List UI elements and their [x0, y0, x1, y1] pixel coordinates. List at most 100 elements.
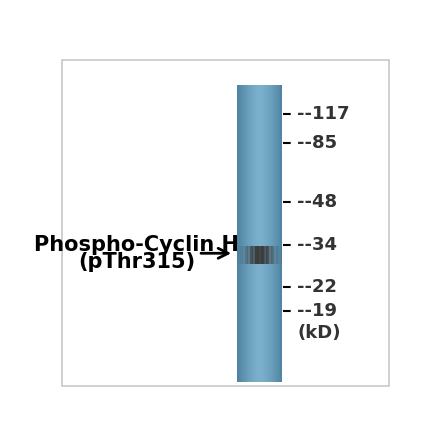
- Bar: [258, 85, 259, 382]
- Bar: [243, 246, 244, 264]
- Bar: [262, 246, 263, 264]
- Text: --19: --19: [297, 302, 337, 320]
- Bar: [268, 246, 269, 264]
- Text: (kD): (kD): [297, 324, 341, 342]
- Bar: [279, 246, 280, 264]
- Bar: [276, 85, 277, 382]
- Text: --48: --48: [297, 193, 337, 211]
- Bar: [254, 85, 255, 382]
- Bar: [260, 85, 261, 382]
- Bar: [259, 246, 260, 264]
- Bar: [261, 246, 262, 264]
- Bar: [263, 246, 264, 264]
- Bar: [246, 246, 247, 264]
- Bar: [258, 246, 260, 264]
- Bar: [255, 85, 256, 382]
- Bar: [266, 85, 267, 382]
- Bar: [264, 85, 265, 382]
- Bar: [238, 85, 239, 382]
- Text: (pThr315): (pThr315): [78, 252, 195, 272]
- Bar: [252, 246, 253, 264]
- Bar: [281, 246, 282, 264]
- Bar: [280, 85, 281, 382]
- Bar: [243, 246, 245, 264]
- Bar: [261, 85, 262, 382]
- Bar: [260, 246, 261, 264]
- Bar: [264, 246, 265, 264]
- Bar: [238, 246, 239, 264]
- Bar: [268, 85, 269, 382]
- Bar: [256, 85, 257, 382]
- Bar: [242, 246, 243, 264]
- Bar: [257, 246, 258, 264]
- Bar: [262, 246, 263, 264]
- Bar: [239, 246, 240, 264]
- Bar: [270, 85, 271, 382]
- Bar: [245, 246, 246, 264]
- Bar: [267, 246, 268, 264]
- Bar: [252, 85, 253, 382]
- Bar: [278, 85, 279, 382]
- Text: --22: --22: [297, 278, 337, 296]
- Bar: [281, 85, 282, 382]
- Bar: [270, 85, 271, 382]
- Bar: [277, 85, 278, 382]
- Bar: [244, 246, 245, 264]
- Bar: [279, 85, 280, 382]
- Bar: [245, 246, 246, 264]
- Bar: [267, 85, 268, 382]
- Bar: [245, 85, 246, 382]
- Bar: [258, 85, 259, 382]
- Bar: [257, 85, 258, 382]
- Bar: [276, 246, 277, 264]
- Bar: [255, 85, 256, 382]
- Bar: [240, 246, 241, 264]
- Bar: [281, 246, 282, 264]
- Bar: [253, 246, 254, 264]
- Bar: [246, 85, 247, 382]
- Bar: [268, 85, 269, 382]
- Bar: [264, 85, 265, 382]
- Bar: [278, 85, 279, 382]
- Bar: [248, 85, 249, 382]
- Bar: [259, 85, 260, 382]
- Bar: [274, 246, 275, 264]
- Bar: [259, 85, 260, 382]
- Bar: [277, 85, 278, 382]
- Bar: [265, 85, 266, 382]
- Bar: [272, 85, 273, 382]
- Bar: [249, 85, 250, 382]
- Bar: [256, 246, 257, 264]
- Bar: [266, 85, 267, 382]
- Bar: [239, 85, 240, 382]
- Bar: [246, 246, 247, 264]
- Bar: [273, 246, 275, 264]
- Bar: [281, 85, 282, 382]
- Bar: [246, 85, 247, 382]
- Bar: [258, 246, 259, 264]
- Bar: [247, 85, 248, 382]
- Bar: [280, 246, 281, 264]
- Bar: [262, 85, 263, 382]
- Bar: [280, 85, 281, 382]
- Bar: [267, 85, 268, 382]
- Bar: [249, 85, 250, 382]
- Bar: [268, 246, 269, 264]
- Bar: [257, 85, 258, 382]
- Bar: [253, 85, 254, 382]
- Bar: [251, 246, 252, 264]
- Bar: [279, 85, 280, 382]
- Bar: [264, 246, 265, 264]
- Bar: [238, 246, 239, 264]
- Bar: [249, 246, 250, 264]
- Bar: [273, 246, 274, 264]
- Bar: [274, 85, 275, 382]
- Bar: [251, 246, 252, 264]
- Bar: [241, 246, 242, 264]
- Bar: [240, 246, 241, 264]
- Bar: [249, 246, 250, 264]
- Bar: [266, 246, 267, 264]
- Bar: [245, 85, 246, 382]
- Bar: [241, 85, 242, 382]
- Bar: [273, 85, 274, 382]
